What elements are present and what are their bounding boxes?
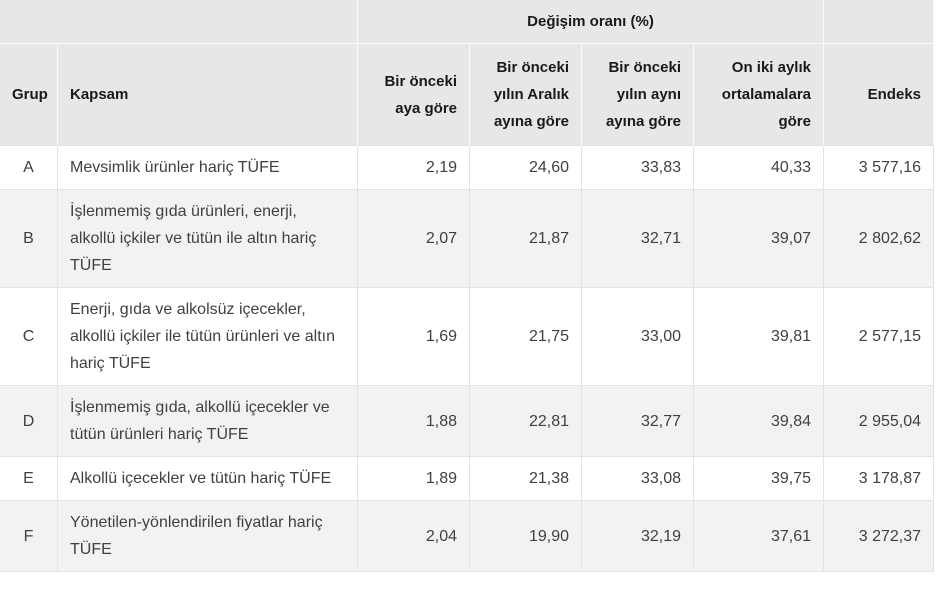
value-cell-prev-month: 2,19 <box>358 146 470 190</box>
value-cell-endeks: 2 577,15 <box>824 288 934 386</box>
value-cell-twelve-month-averages: 37,61 <box>694 501 824 572</box>
value-cell-endeks: 2 955,04 <box>824 386 934 457</box>
table-row: F Yönetilen-yönlendirilen fiyatlar hariç … <box>0 501 934 572</box>
column-header-prev-month: Bir önceki aya göre <box>358 44 470 146</box>
header-spacer-left <box>0 0 358 44</box>
value-cell-prev-year-december: 24,60 <box>470 146 582 190</box>
group-cell: D <box>0 386 58 457</box>
value-cell-prev-year-same-month: 32,19 <box>582 501 694 572</box>
scope-cell: Alkollü içecekler ve tütün hariç TÜFE <box>58 457 358 501</box>
scope-cell: Mevsimlik ürünler hariç TÜFE <box>58 146 358 190</box>
group-cell: C <box>0 288 58 386</box>
value-cell-prev-year-same-month: 33,00 <box>582 288 694 386</box>
value-cell-prev-year-same-month: 32,77 <box>582 386 694 457</box>
group-cell: A <box>0 146 58 190</box>
column-header-kapsam: Kapsam <box>58 44 358 146</box>
value-cell-prev-year-december: 21,75 <box>470 288 582 386</box>
table-header: Değişim oranı (%) Grup Kapsam Bir önceki a… <box>0 0 934 146</box>
column-header-twelve-month-averages: On iki aylık ortalamalara göre <box>694 44 824 146</box>
scope-cell: İşlenmemiş gıda, alkollü içecekler ve tü… <box>58 386 358 457</box>
value-cell-prev-year-december: 22,81 <box>470 386 582 457</box>
scope-cell: Enerji, gıda ve alkolsüz içecekler, alko… <box>58 288 358 386</box>
table-row: B İşlenmemiş gıda ürünleri, enerji, alkol… <box>0 190 934 288</box>
column-header-prev-year-december: Bir önceki yılın Aralık ayına göre <box>470 44 582 146</box>
table-body: A Mevsimlik ürünler hariç TÜFE 2,19 24,60 33… <box>0 146 934 572</box>
value-cell-prev-year-same-month: 33,08 <box>582 457 694 501</box>
column-header-grup: Grup <box>0 44 58 146</box>
value-cell-prev-month: 1,88 <box>358 386 470 457</box>
value-cell-prev-year-december: 21,87 <box>470 190 582 288</box>
tufe-special-aggregates-table: Değişim oranı (%) Grup Kapsam Bir önceki a… <box>0 0 934 572</box>
value-cell-prev-year-same-month: 33,83 <box>582 146 694 190</box>
value-cell-endeks: 2 802,62 <box>824 190 934 288</box>
table-row: E Alkollü içecekler ve tütün hariç TÜFE 1,… <box>0 457 934 501</box>
group-cell: F <box>0 501 58 572</box>
value-cell-endeks: 3 178,87 <box>824 457 934 501</box>
group-cell: E <box>0 457 58 501</box>
header-spacer-right <box>824 0 934 44</box>
value-cell-prev-month: 1,69 <box>358 288 470 386</box>
value-cell-endeks: 3 577,16 <box>824 146 934 190</box>
change-rate-group-header: Değişim oranı (%) <box>358 0 824 44</box>
value-cell-twelve-month-averages: 39,75 <box>694 457 824 501</box>
scope-cell: Yönetilen-yönlendirilen fiyatlar hariç T… <box>58 501 358 572</box>
value-cell-prev-year-december: 21,38 <box>470 457 582 501</box>
value-cell-twelve-month-averages: 39,81 <box>694 288 824 386</box>
column-header-prev-year-same-month: Bir önceki yılın aynı ayına göre <box>582 44 694 146</box>
scope-cell: İşlenmemiş gıda ürünleri, enerji, alkoll… <box>58 190 358 288</box>
value-cell-twelve-month-averages: 39,07 <box>694 190 824 288</box>
value-cell-twelve-month-averages: 40,33 <box>694 146 824 190</box>
table-header-columns-row: Grup Kapsam Bir önceki aya göre Bir önceki … <box>0 44 934 146</box>
value-cell-prev-month: 1,89 <box>358 457 470 501</box>
value-cell-endeks: 3 272,37 <box>824 501 934 572</box>
value-cell-prev-year-same-month: 32,71 <box>582 190 694 288</box>
table-header-top-row: Değişim oranı (%) <box>0 0 934 44</box>
value-cell-prev-month: 2,04 <box>358 501 470 572</box>
table-row: C Enerji, gıda ve alkolsüz içecekler, alk… <box>0 288 934 386</box>
value-cell-twelve-month-averages: 39,84 <box>694 386 824 457</box>
column-header-endeks: Endeks <box>824 44 934 146</box>
value-cell-prev-year-december: 19,90 <box>470 501 582 572</box>
value-cell-prev-month: 2,07 <box>358 190 470 288</box>
table-row: A Mevsimlik ürünler hariç TÜFE 2,19 24,60 33… <box>0 146 934 190</box>
group-cell: B <box>0 190 58 288</box>
table-row: D İşlenmemiş gıda, alkollü içecekler ve t… <box>0 386 934 457</box>
